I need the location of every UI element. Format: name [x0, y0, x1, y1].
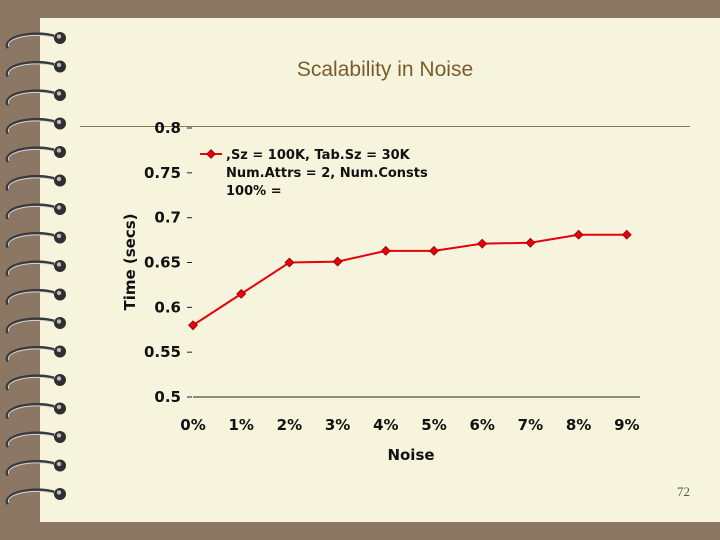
- binding-ring: [5, 317, 66, 334]
- binding-ring: [5, 89, 66, 106]
- legend-marker: [206, 149, 216, 159]
- y-tick-label: 0.8: [154, 119, 181, 137]
- legend-label: Num.Attrs = 2, Num.Consts: [226, 166, 428, 181]
- binding-ring: [5, 60, 66, 78]
- x-tick-label: 7%: [518, 416, 543, 434]
- y-tick-label: 0.5: [154, 388, 181, 406]
- binding-ring: [5, 174, 66, 192]
- series-line: [192, 233, 627, 327]
- legend-label: ,Sz = 100K, Tab.Sz = 30K: [226, 148, 411, 163]
- slide-title: Scalability in Noise: [296, 58, 474, 81]
- spiral-binding: [5, 32, 66, 505]
- binding-ring: [5, 32, 66, 49]
- data-point: [621, 229, 632, 240]
- legend-label: 100% =: [226, 184, 282, 199]
- y-tick-label: 0.7: [154, 209, 181, 227]
- data-point: [332, 256, 343, 267]
- x-tick-label: 5%: [421, 416, 446, 434]
- binding-ring: [5, 345, 66, 363]
- data-point: [236, 288, 247, 299]
- page-number: 72: [677, 484, 690, 499]
- title-divider: [80, 126, 690, 127]
- binding-ring: [5, 260, 66, 277]
- x-tick-label: 6%: [469, 416, 494, 434]
- binding-ring: [5, 231, 66, 249]
- x-tick-label: 2%: [277, 416, 302, 434]
- data-point: [525, 237, 536, 248]
- x-tick-label: 3%: [325, 416, 350, 434]
- y-tick-label: 0.75: [144, 164, 181, 182]
- binding-ring: [5, 431, 66, 448]
- data-point: [380, 245, 391, 256]
- data-point: [188, 320, 198, 331]
- data-point: [429, 245, 439, 256]
- binding-ring: [5, 374, 66, 391]
- x-tick-label: 0%: [180, 416, 205, 434]
- data-point: [284, 257, 295, 268]
- slide-paper: [40, 18, 720, 522]
- x-tick-label: 4%: [373, 416, 398, 434]
- binding-ring: [5, 146, 66, 163]
- binding-ring: [5, 203, 66, 220]
- y-tick-label: 0.6: [154, 298, 181, 316]
- binding-ring: [5, 117, 66, 135]
- data-point: [477, 238, 488, 249]
- data-point: [573, 229, 584, 240]
- x-tick-label: 8%: [566, 416, 591, 434]
- y-tick-label: 0.55: [144, 343, 181, 361]
- x-axis-title: Noise: [387, 446, 434, 464]
- x-tick-label: 1%: [228, 416, 253, 434]
- y-axis-title: Time (secs): [121, 213, 139, 310]
- binding-ring: [5, 288, 66, 306]
- x-tick-label: 9%: [614, 416, 639, 434]
- binding-ring: [5, 402, 66, 420]
- legend: ,Sz = 100K, Tab.Sz = 30K Num.Attrs = 2, N…: [200, 148, 428, 199]
- binding-ring: [5, 459, 66, 477]
- y-tick-label: 0.65: [144, 254, 181, 272]
- binding-ring: [5, 488, 66, 505]
